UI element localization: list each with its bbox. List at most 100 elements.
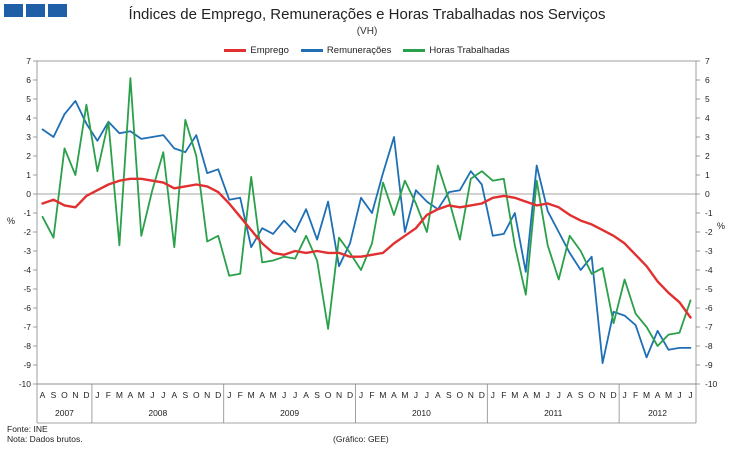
chart-title: Índices de Emprego, Remunerações e Horas… <box>128 6 606 23</box>
x-tick-label-month: D <box>611 390 617 400</box>
x-tick-label-month: M <box>248 390 255 400</box>
x-tick-label-month: S <box>446 390 452 400</box>
x-tick-label-month: F <box>633 390 638 400</box>
x-tick-label-month: M <box>533 390 540 400</box>
x-tick-label-month: F <box>369 390 374 400</box>
y-tick-label-right: -7 <box>705 322 713 332</box>
x-tick-label-month: A <box>523 390 529 400</box>
x-tick-label-year: 2009 <box>280 408 299 418</box>
y-tick-label-left: -7 <box>23 322 31 332</box>
legend-swatch-horas <box>403 49 426 52</box>
footer-credit: (Gráfico: GEE) <box>333 434 389 444</box>
y-tick-label-left: 2 <box>26 151 31 161</box>
y-tick-label-left: -10 <box>19 379 32 389</box>
series-line-remuneracoes <box>41 100 692 365</box>
y-tick-label-right: -8 <box>705 341 713 351</box>
x-tick-label-month: J <box>491 390 495 400</box>
y-tick-label-left: 0 <box>26 189 31 199</box>
x-tick-label-month: A <box>655 390 661 400</box>
x-tick-label-month: N <box>72 390 78 400</box>
x-tick-label-month: D <box>479 390 485 400</box>
y-tick-label-right: 2 <box>705 151 710 161</box>
y-tick-label-left: 6 <box>26 75 31 85</box>
legend-item-remuneracoes: Remunerações <box>300 45 392 56</box>
x-tick-label-month: F <box>501 390 506 400</box>
y-tick-label-right: 6 <box>705 75 710 85</box>
x-tick-label-month: M <box>401 390 408 400</box>
y-tick-label-right: -5 <box>705 284 713 294</box>
y-tick-label-left: 7 <box>26 56 31 66</box>
x-tick-label-year: 2012 <box>648 408 667 418</box>
x-tick-label-month: O <box>457 390 464 400</box>
x-tick-label-month: N <box>600 390 606 400</box>
x-tick-label-month: J <box>688 390 692 400</box>
x-tick-label-month: J <box>622 390 626 400</box>
x-tick-label-month: A <box>435 390 441 400</box>
series-line-emprego <box>41 177 692 319</box>
x-tick-label-month: S <box>51 390 57 400</box>
x-tick-label-month: D <box>83 390 89 400</box>
chart-legend: Emprego Remunerações Horas Trabalhadas <box>0 45 734 56</box>
y-tick-label-right: -9 <box>705 360 713 370</box>
x-tick-label-month: N <box>468 390 474 400</box>
x-tick-label-month: S <box>182 390 188 400</box>
y-tick-label-left: -6 <box>23 303 31 313</box>
y-tick-label-right: 7 <box>705 56 710 66</box>
legend-label-emprego: Emprego <box>250 45 289 56</box>
x-tick-label-month: O <box>193 390 200 400</box>
legend-swatch-emprego <box>224 49 247 52</box>
x-tick-label-month: M <box>138 390 145 400</box>
x-tick-label-month: M <box>270 390 277 400</box>
y-tick-label-left: 4 <box>26 113 31 123</box>
y-tick-label-right: 4 <box>705 113 710 123</box>
x-tick-label-month: J <box>282 390 286 400</box>
x-tick-label-month: O <box>61 390 68 400</box>
plot-frame <box>36 60 697 385</box>
x-tick-label-year: 2010 <box>412 408 431 418</box>
x-tick-label-month: D <box>347 390 353 400</box>
x-tick-label-month: F <box>106 390 111 400</box>
logo-block <box>48 4 67 17</box>
x-tick-label-year: 2011 <box>544 408 563 418</box>
x-tick-label-month: A <box>40 390 46 400</box>
legend-item-horas: Horas Trabalhadas <box>403 45 510 56</box>
y-tick-label-right: -3 <box>705 246 713 256</box>
x-tick-label-month: S <box>578 390 584 400</box>
y-tick-label-left: 3 <box>26 132 31 142</box>
x-tick-label-month: M <box>116 390 123 400</box>
x-tick-label-month: A <box>567 390 573 400</box>
y-tick-label-right: -6 <box>705 303 713 313</box>
y-tick-label-left: 1 <box>26 170 31 180</box>
y-tick-label-left: -8 <box>23 341 31 351</box>
x-tick-label-month: O <box>588 390 595 400</box>
y-tick-label-right: 3 <box>705 132 710 142</box>
x-tick-label-month: S <box>314 390 320 400</box>
y-tick-label-right: 1 <box>705 170 710 180</box>
series-line-horas <box>41 77 692 347</box>
logo-block <box>26 4 45 17</box>
legend-swatch-remuneracoes <box>300 49 323 52</box>
y-tick-label-left: 5 <box>26 94 31 104</box>
x-tick-label-month: A <box>128 390 134 400</box>
footer-source: Fonte: INE <box>7 424 48 434</box>
x-tick-label-month: M <box>511 390 518 400</box>
x-tick-label-month: J <box>95 390 99 400</box>
x-tick-label-year: 2008 <box>148 408 167 418</box>
x-tick-label-month: M <box>665 390 672 400</box>
legend-item-emprego: Emprego <box>224 45 289 56</box>
legend-label-horas: Horas Trabalhadas <box>429 45 510 56</box>
legend-label-remuneracoes: Remunerações <box>326 45 392 56</box>
y-tick-label-left: -4 <box>23 265 31 275</box>
x-tick-label-month: J <box>161 390 165 400</box>
y-tick-label-right: 5 <box>705 94 710 104</box>
y-axis-unit-right: % <box>717 221 726 231</box>
x-tick-label-month: M <box>379 390 386 400</box>
x-tick-label-month: J <box>227 390 231 400</box>
y-tick-label-right: 0 <box>705 189 710 199</box>
chart-subtitle: (VH) <box>356 26 378 37</box>
x-tick-label-month: F <box>238 390 243 400</box>
x-tick-label-month: N <box>204 390 210 400</box>
x-tick-label-month: A <box>259 390 265 400</box>
y-axis-unit-left: % <box>7 216 16 226</box>
